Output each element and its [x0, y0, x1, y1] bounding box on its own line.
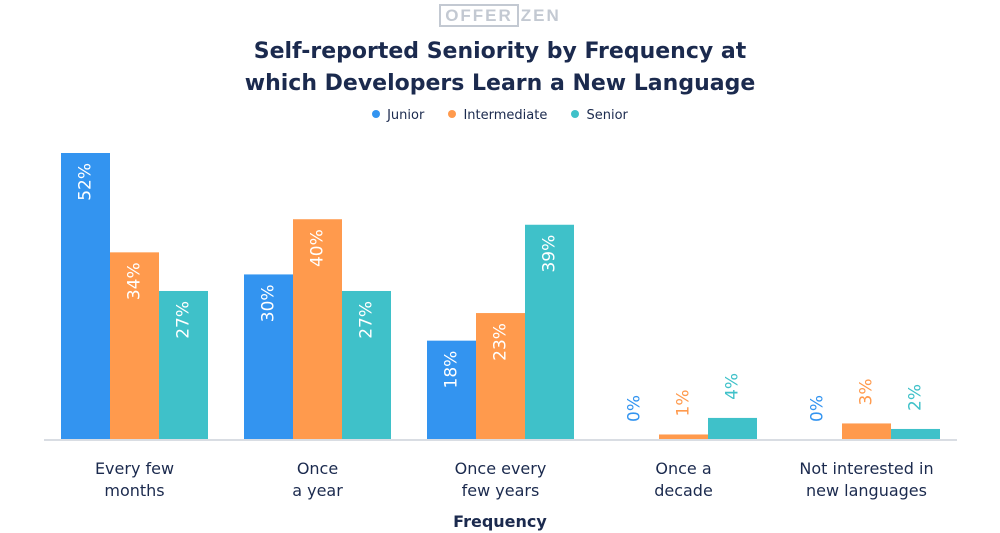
- category-label-0-line-1: Every few: [95, 459, 174, 478]
- value-label-intermediate-2: 23%: [491, 323, 511, 361]
- legend-item-intermediate: Intermediate: [448, 108, 547, 123]
- value-label-junior-4: 0%: [808, 395, 828, 422]
- value-label-senior-2: 39%: [540, 235, 560, 273]
- category-label-1-line-1: Once: [297, 459, 338, 478]
- bars-group: 52% 34% 27% 30% 40% 27% 18% 23% 39% 0% 1% 4% 0% 3% 2%: [61, 153, 940, 440]
- value-label-junior-1: 30%: [259, 284, 279, 322]
- legend-dot-junior: [372, 110, 381, 118]
- legend-item-junior: Junior: [372, 108, 424, 123]
- legend-label-senior: Senior: [586, 108, 628, 123]
- offerzen-logo: OFFER ZEN: [0, 4, 1000, 27]
- value-label-senior-3: 4%: [723, 373, 743, 400]
- x-axis-title: Frequency: [453, 512, 547, 531]
- category-label-4-line-1: Not interested in: [799, 459, 933, 478]
- value-label-intermediate-3: 1%: [674, 389, 694, 416]
- category-label-3-line-2: decade: [654, 481, 713, 500]
- legend-item-senior: Senior: [571, 108, 628, 123]
- legend-dot-senior: [571, 110, 580, 118]
- category-label-3-line-1: Once a: [655, 459, 711, 478]
- category-labels-group: Every few months Once a year Once every few y…: [95, 459, 934, 500]
- category-label-2-line-2: few years: [462, 481, 540, 500]
- value-label-intermediate-1: 40%: [308, 229, 328, 267]
- logo-offer: OFFER: [439, 4, 519, 27]
- bar-senior-3: [708, 417, 757, 440]
- bar-intermediate-1: [293, 219, 342, 440]
- legend-dot-intermediate: [448, 110, 457, 118]
- bar-intermediate-0: [110, 252, 159, 440]
- logo-zen: ZEN: [520, 6, 561, 25]
- legend: Junior Intermediate Senior: [0, 108, 1000, 123]
- value-label-intermediate-4: 3%: [857, 378, 877, 405]
- bar-junior-0: [61, 153, 110, 440]
- bar-intermediate-4: [842, 423, 891, 440]
- value-label-junior-3: 0%: [625, 395, 645, 422]
- chart-title-line-1: Self-reported Seniority by Frequency at: [253, 39, 747, 64]
- bar-junior-2: [427, 340, 476, 440]
- category-label-1-line-2: a year: [292, 481, 343, 500]
- value-label-senior-4: 2%: [906, 384, 926, 411]
- value-label-junior-2: 18%: [442, 351, 462, 389]
- value-label-junior-0: 52%: [76, 163, 96, 201]
- legend-label-intermediate: Intermediate: [463, 108, 548, 123]
- bar-junior-1: [244, 274, 293, 440]
- value-label-intermediate-0: 34%: [125, 262, 145, 300]
- chart-title: Self-reported Seniority by Frequency at …: [0, 36, 1000, 100]
- category-label-4-line-2: new languages: [806, 481, 927, 500]
- bar-senior-1: [342, 290, 391, 440]
- bar-senior-0: [159, 290, 208, 440]
- bar-senior-4: [891, 428, 940, 440]
- legend-label-junior: Junior: [387, 108, 425, 123]
- category-label-2-line-1: Once every: [455, 459, 547, 478]
- chart-title-line-2: which Developers Learn a New Language: [244, 71, 756, 96]
- bar-intermediate-2: [476, 313, 525, 440]
- bar-intermediate-3: [659, 434, 708, 440]
- bar-senior-2: [525, 224, 574, 440]
- value-label-senior-0: 27%: [174, 301, 194, 339]
- value-label-senior-1: 27%: [357, 301, 377, 339]
- category-label-0-line-2: months: [104, 481, 164, 500]
